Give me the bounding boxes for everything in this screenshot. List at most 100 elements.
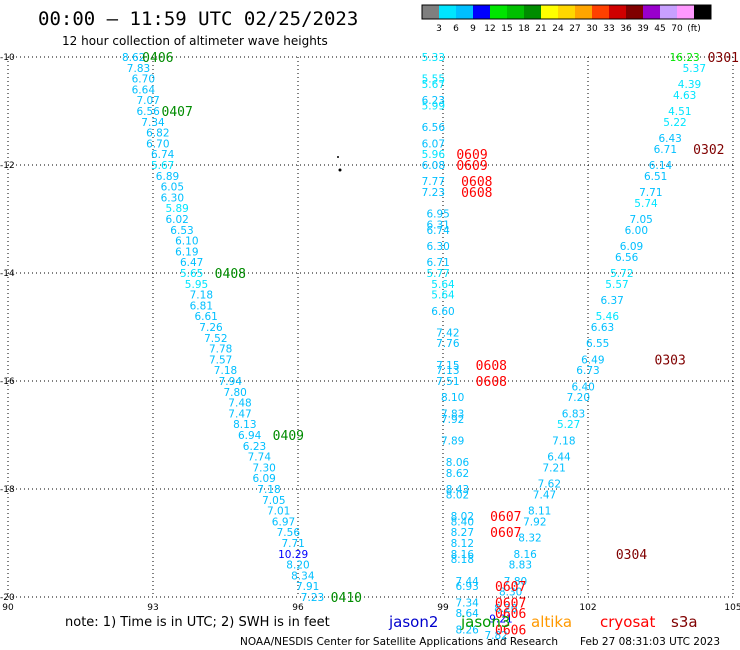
- colorbar-label: 6: [453, 24, 459, 34]
- colorbar-swatch: [524, 5, 541, 19]
- swh-value: 7.23: [422, 187, 445, 199]
- chart-subtitle: 12 hour collection of altimeter wave hei…: [62, 34, 328, 48]
- pass-time-label: 0609: [456, 148, 487, 163]
- swh-value: 8.62: [122, 52, 145, 64]
- swh-value: 6.02: [165, 214, 188, 226]
- swh-value: 6.64: [132, 84, 156, 96]
- colorbar-swatch: [677, 5, 694, 19]
- colorbar-label: 3: [436, 24, 442, 34]
- plot-grid: [7, 56, 734, 598]
- swh-value: 6.56: [136, 106, 160, 118]
- swh-value: 6.51: [644, 171, 667, 183]
- pass-time-label: 0608: [461, 175, 492, 190]
- swh-value: 8.20: [494, 603, 517, 615]
- pass-time-label: 0304: [616, 548, 647, 563]
- swh-value: 5.96: [422, 149, 446, 161]
- colorbar-swatch: [626, 5, 643, 19]
- colorbar-swatch: [541, 5, 558, 19]
- swh-value: 7.34: [141, 117, 165, 129]
- x-tick-label: 90: [2, 603, 14, 613]
- swh-value: 7.07: [136, 95, 159, 107]
- swh-value: 6.93: [455, 581, 478, 593]
- swh-value: 8.02: [451, 511, 474, 523]
- pass-time-label: 0609: [456, 159, 487, 174]
- swh-value: 8.10: [441, 392, 464, 404]
- swh-value: 6.56: [615, 252, 639, 264]
- swh-value: 6.30: [426, 241, 449, 253]
- swh-value: 8.16: [513, 549, 537, 561]
- pass-time-label: 0406: [142, 51, 173, 66]
- swh-value: 6.49: [581, 354, 604, 366]
- y-tick-label: -16: [0, 377, 15, 387]
- footer-credit: NOAA/NESDIS Center for Satellite Applica…: [240, 636, 558, 648]
- swh-value: 6.10: [175, 236, 198, 248]
- swh-value: 7.47: [533, 489, 556, 501]
- swh-value: 7.71: [639, 187, 662, 199]
- swh-value: 4.39: [678, 79, 701, 91]
- swh-value: 6.09: [252, 473, 275, 485]
- swh-value: 6.55: [586, 338, 609, 350]
- swh-value: 8.40: [451, 516, 474, 528]
- colorbar-swatch: [558, 5, 575, 19]
- swh-value: 5.64: [431, 279, 455, 291]
- mission-label: altika: [531, 613, 572, 631]
- colorbar-swatch: [507, 5, 524, 19]
- swh-value: 6.00: [625, 225, 648, 237]
- colorbar-swatch: [694, 5, 711, 19]
- swh-value: 6.08: [422, 160, 445, 172]
- colorbar-label: 18: [518, 24, 530, 34]
- colorbar-swatch: [592, 5, 609, 19]
- swh-value: 7.13: [436, 365, 459, 377]
- swh-value: 7.30: [252, 462, 275, 474]
- swh-value: 7.82: [484, 630, 507, 642]
- swh-value: 7.01: [267, 506, 290, 518]
- swh-value: 7.57: [209, 354, 232, 366]
- colorbar-label: 24: [552, 24, 564, 34]
- swh-value: 6.70: [146, 138, 169, 150]
- y-tick-label: -10: [0, 53, 15, 63]
- swh-value: 8.43: [446, 484, 469, 496]
- swh-value: 7.05: [262, 495, 285, 507]
- swh-value: 5.33: [422, 52, 445, 64]
- colorbar-swatch: [575, 5, 592, 19]
- swh-value: 5.57: [605, 279, 628, 291]
- pass-time-label: 0409: [273, 429, 304, 444]
- pass-time-label: 0608: [476, 359, 507, 374]
- swh-value: 7.77: [422, 176, 445, 188]
- swh-value: 8.12: [451, 538, 474, 550]
- pass-time-label: 0410: [331, 591, 362, 606]
- swh-value: 6.53: [170, 225, 193, 237]
- colorbar-label: 70: [671, 24, 683, 34]
- swh-value: 6.56: [422, 122, 446, 134]
- colorbar-swatch: [456, 5, 473, 19]
- swh-value: 7.76: [436, 338, 460, 350]
- swh-value: 5.64: [431, 290, 455, 302]
- swh-value: 8.02: [446, 489, 469, 501]
- pass-time-label: 0301: [708, 51, 739, 66]
- swh-value: 6.74: [151, 149, 175, 161]
- swh-value: 5.89: [165, 203, 188, 215]
- swh-value: 6.73: [576, 365, 599, 377]
- colorbar-label: 9: [470, 24, 476, 34]
- swh-value: 6.94: [238, 430, 262, 442]
- colorbar-label: 15: [501, 24, 512, 34]
- swh-value: 6.71: [426, 257, 449, 269]
- swh-value: 6.47: [180, 257, 203, 269]
- swh-value: 5.55: [422, 74, 445, 86]
- swh-value: 5.74: [634, 198, 658, 210]
- swh-value: 8.64: [455, 608, 479, 620]
- axis-tick-labels: 90 93 96 99 102 105 -10 -12 -14 -16 -18 -20: [0, 53, 740, 613]
- swh-value: 7.83: [127, 63, 150, 75]
- pass-time-label: 0608: [476, 375, 507, 390]
- x-tick-label: 105: [724, 603, 740, 613]
- swh-value: 8.34: [291, 570, 315, 582]
- swh-value: 6.83: [562, 408, 585, 420]
- swh-value: 7.23: [301, 592, 324, 604]
- swh-value: 7.89: [441, 435, 464, 447]
- colorbar-label: 27: [569, 24, 580, 34]
- swh-value: 5.72: [610, 268, 633, 280]
- swh-value: 6.44: [547, 452, 571, 464]
- swh-value: 7.74: [248, 452, 272, 464]
- swh-value: 6.09: [620, 241, 643, 253]
- footer-timestamp: Feb 27 08:31:03 UTC 2023: [580, 636, 720, 648]
